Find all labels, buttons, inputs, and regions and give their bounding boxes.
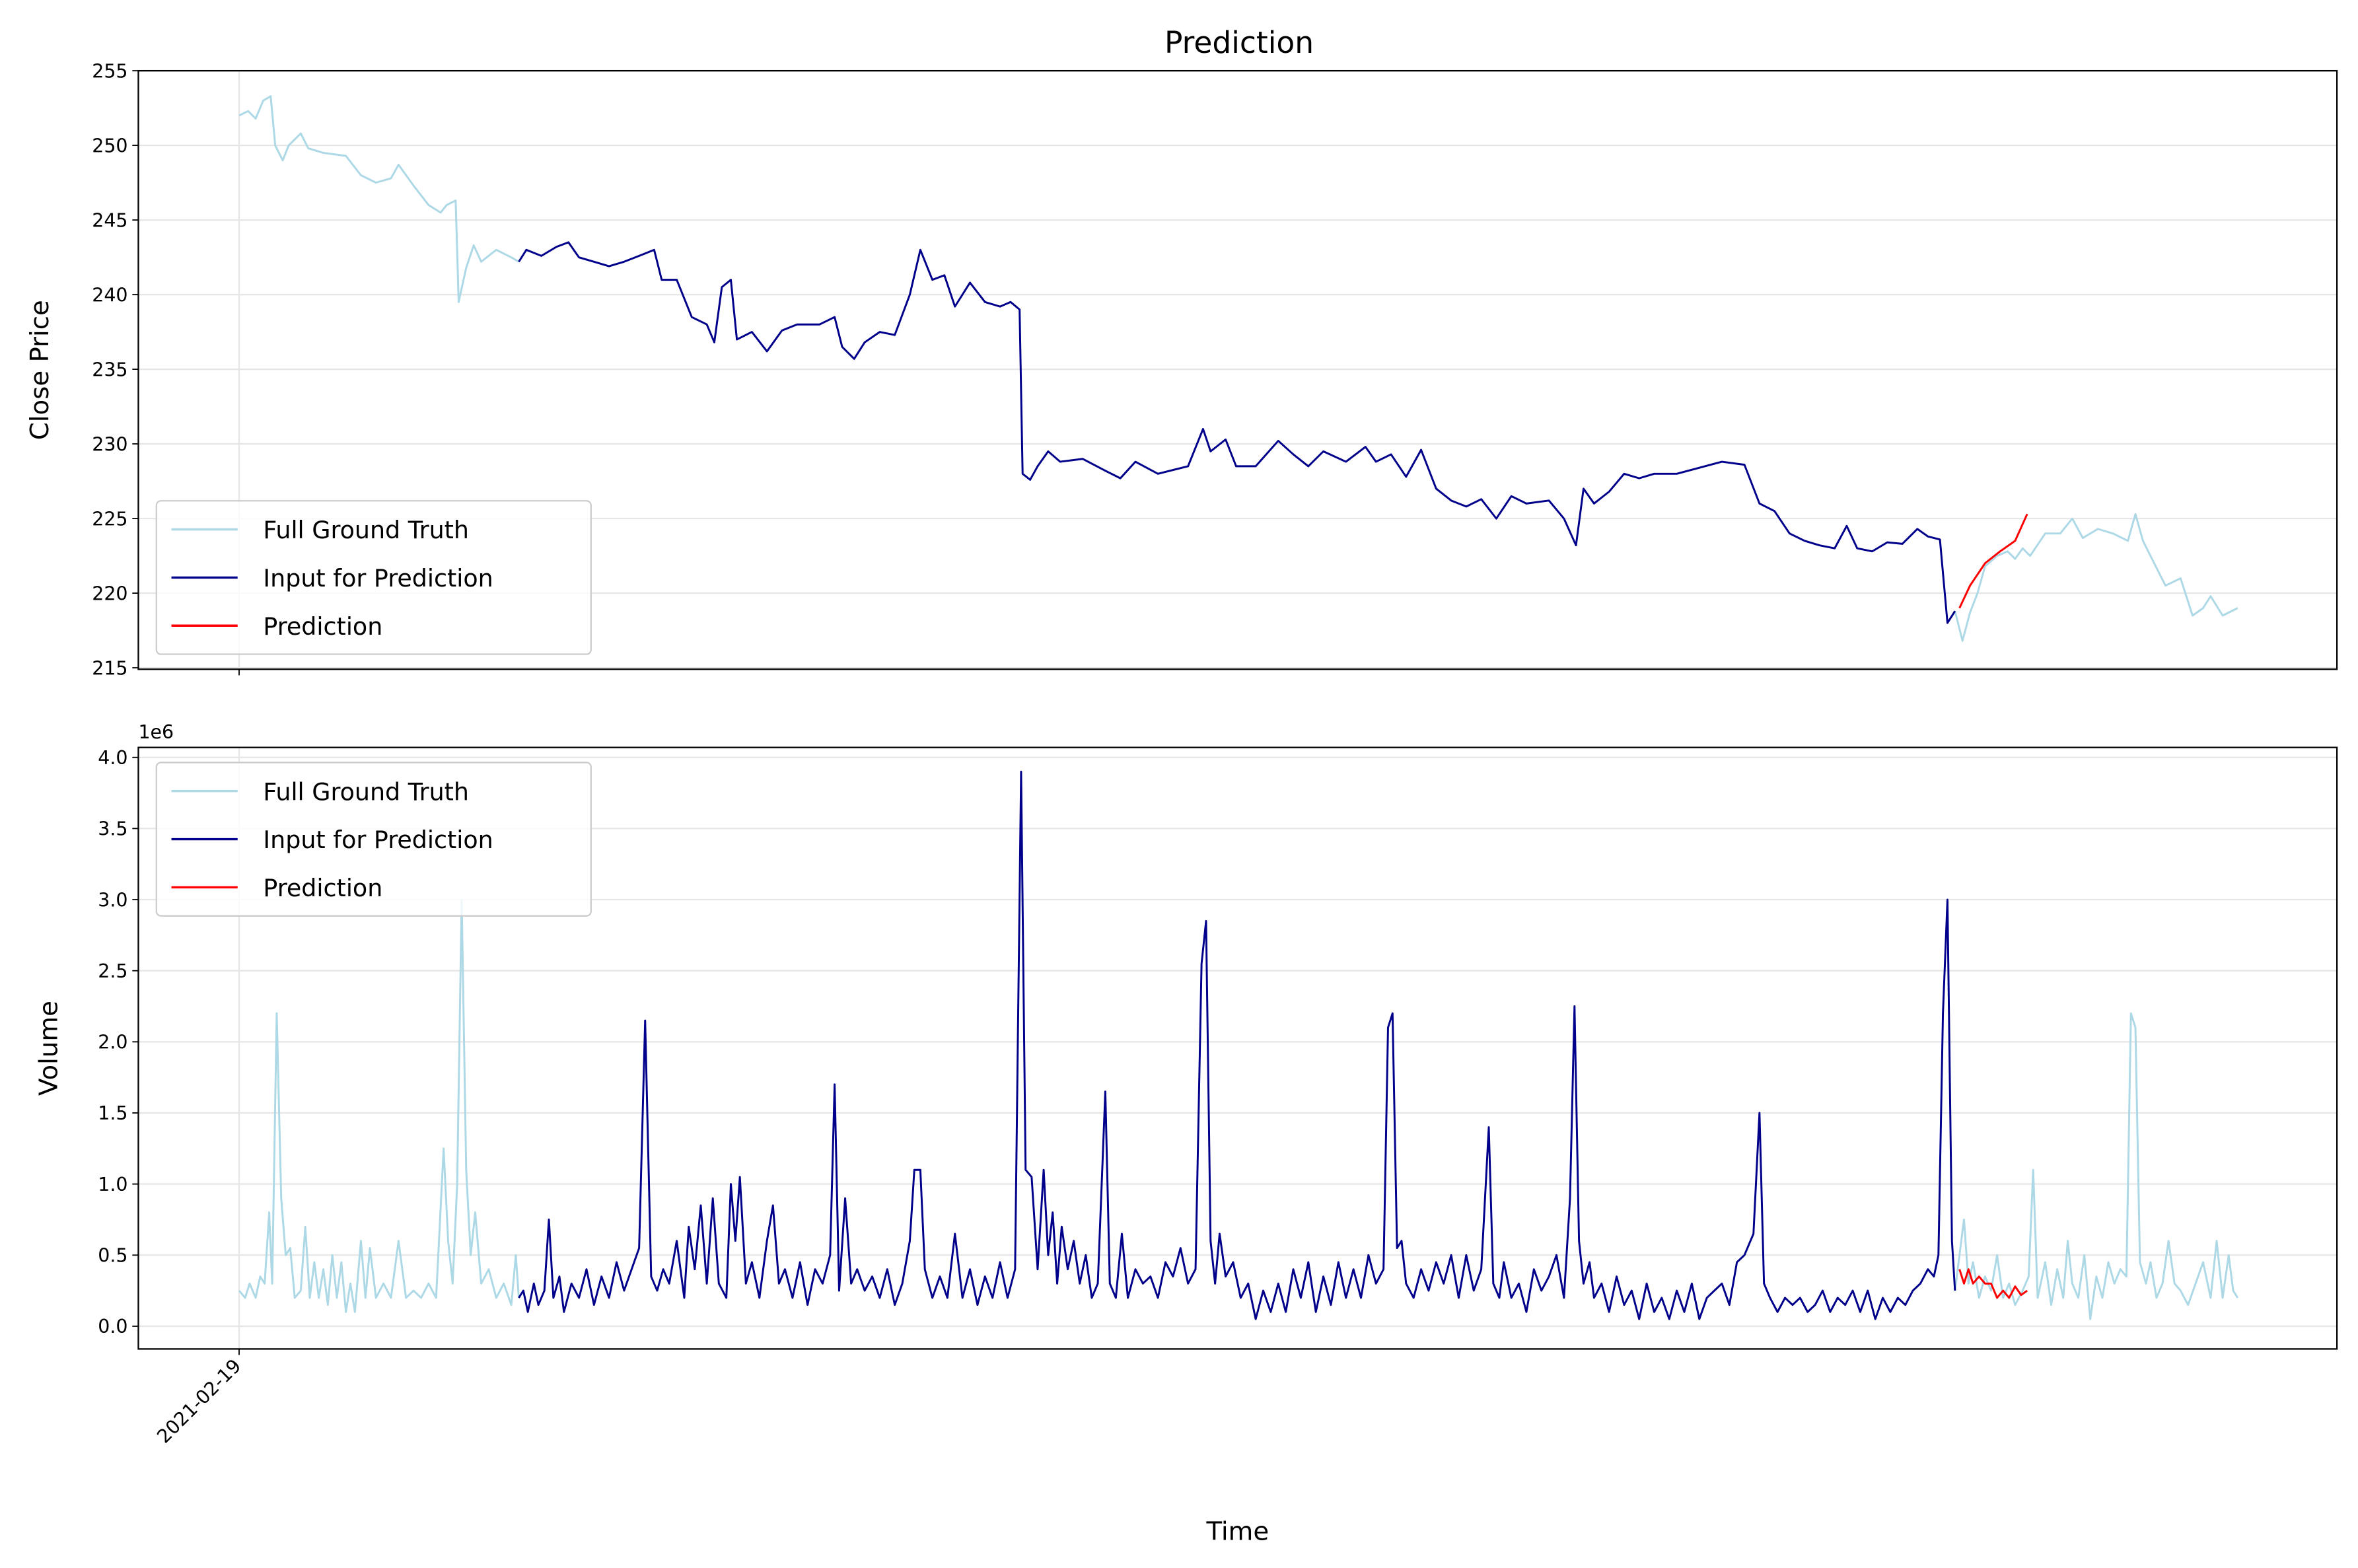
series-line-prediction — [1958, 513, 2028, 609]
y-tick-label: 235 — [92, 359, 127, 380]
y-tick-label: 250 — [92, 135, 127, 157]
y-axis-label: Volume — [34, 1001, 64, 1096]
y-tick-label: 240 — [92, 284, 127, 306]
legend-box — [155, 500, 592, 655]
y-tick-label: 1.5 — [98, 1102, 127, 1124]
x-axis-label: Time — [1205, 1517, 1269, 1547]
y-tick-label: 0.0 — [98, 1316, 127, 1337]
y-tick-label: 230 — [92, 433, 127, 455]
y-tick-label: 2.0 — [98, 1032, 127, 1053]
legend-label: Prediction — [263, 874, 382, 902]
y-tick-label: 3.0 — [98, 889, 127, 911]
y-offset-label: 1e6 — [138, 721, 174, 743]
y-tick-label: 225 — [92, 508, 127, 530]
legend-box — [155, 762, 592, 917]
series-line-full-ground-truth — [1954, 1012, 2239, 1320]
figure-title: Prediction — [1164, 25, 1314, 60]
y-tick-label: 245 — [92, 209, 127, 231]
legend-label: Input for Prediction — [263, 826, 493, 854]
legend-label: Prediction — [263, 612, 382, 641]
axes-frame — [137, 746, 2338, 1350]
series-line-input-for-prediction — [518, 241, 1956, 624]
legend-label: Full Ground Truth — [263, 516, 469, 544]
y-tick-label: 4.0 — [98, 747, 127, 769]
y-tick-label: 3.5 — [98, 818, 127, 840]
legend: Full Ground Truth Input for Prediction Pre… — [155, 762, 592, 917]
y-tick-label: 2.5 — [98, 960, 127, 982]
axes-frame — [137, 69, 2338, 670]
series-line-prediction — [1958, 1268, 2028, 1299]
close-price-axes: 215 220 225 230 235 240 245 250 255 Close Price Fu… — [25, 60, 2338, 679]
y-tick-label: 0.5 — [98, 1245, 127, 1267]
series-line-full-ground-truth — [238, 898, 520, 1313]
legend: Full Ground Truth Input for Prediction Pre… — [155, 500, 592, 655]
y-tick-label: 255 — [92, 60, 127, 82]
legend-label: Input for Prediction — [263, 564, 493, 592]
series-line-input-for-prediction — [518, 770, 1956, 1320]
y-tick-label: 1.0 — [98, 1174, 127, 1195]
series-line-full-ground-truth — [1954, 513, 2238, 642]
y-tick-label: 220 — [92, 583, 127, 604]
y-axis-label: Close Price — [25, 300, 55, 440]
y-tick-label: 215 — [92, 657, 127, 679]
legend-label: Full Ground Truth — [263, 777, 469, 806]
series-line-full-ground-truth — [238, 95, 520, 303]
